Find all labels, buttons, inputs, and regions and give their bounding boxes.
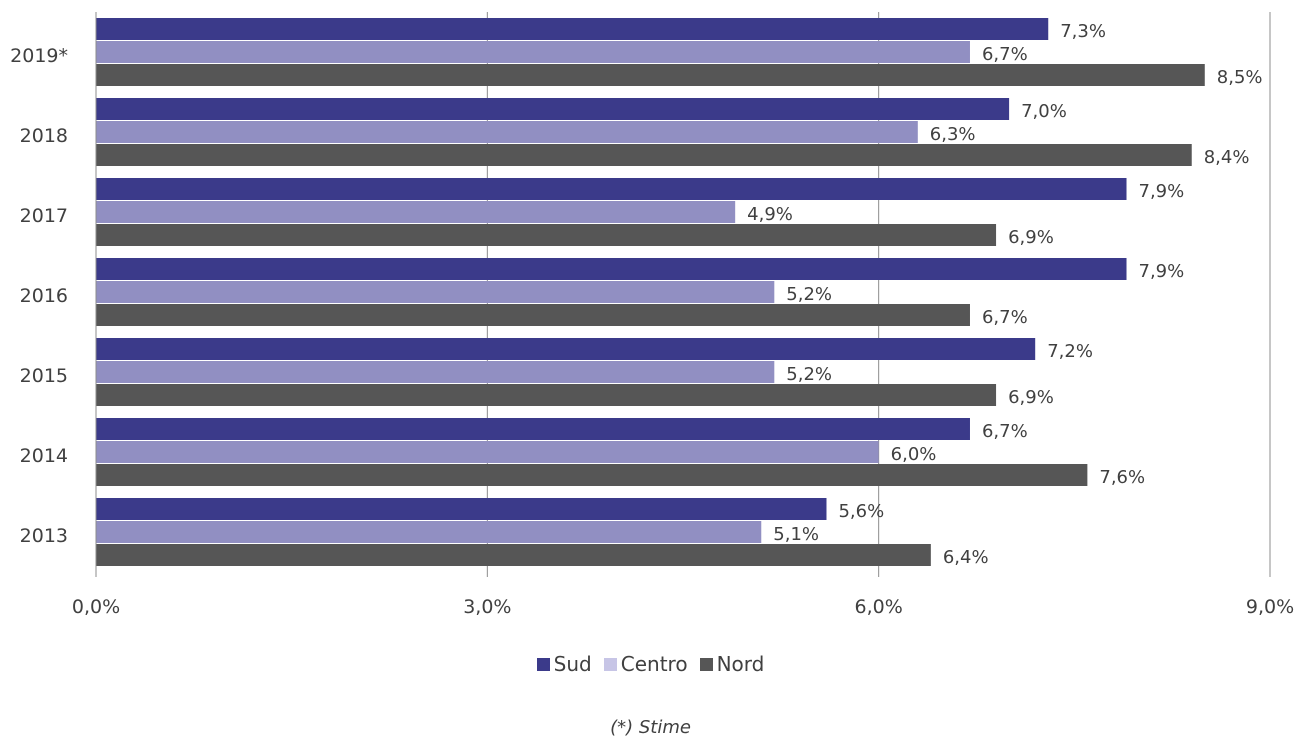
bar-sud	[96, 178, 1127, 200]
bar-centro	[96, 201, 736, 223]
category-label: 2013	[20, 525, 68, 547]
category-label: 2016	[20, 285, 68, 307]
data-label: 8,4%	[1204, 147, 1250, 168]
data-label: 5,2%	[786, 284, 832, 305]
legend-swatch-sud	[536, 657, 550, 671]
data-label: 6,9%	[1008, 227, 1054, 248]
data-label: 7,9%	[1139, 181, 1185, 202]
category-label: 2015	[20, 365, 68, 387]
data-label: 7,3%	[1060, 21, 1106, 42]
bar-nord	[96, 384, 997, 406]
bar-nord	[96, 224, 997, 246]
data-label: 5,1%	[773, 524, 819, 545]
legend-swatch-centro	[603, 657, 617, 671]
bar-centro	[96, 361, 775, 383]
data-label: 4,9%	[747, 204, 793, 225]
bar-sud	[96, 418, 970, 440]
bar-nord	[96, 544, 931, 566]
data-label: 6,7%	[982, 44, 1028, 65]
bar-nord	[96, 464, 1088, 486]
data-label: 5,6%	[838, 501, 884, 522]
bar-sud	[96, 98, 1010, 120]
category-label: 2017	[20, 205, 68, 227]
bar-centro	[96, 281, 775, 303]
bar-sud	[96, 338, 1036, 360]
bar-sud	[96, 498, 827, 520]
data-label: 5,2%	[786, 364, 832, 385]
bar-sud	[96, 258, 1127, 280]
data-label: 6,7%	[982, 421, 1028, 442]
x-tick-label: 6,0%	[855, 596, 903, 618]
data-label: 7,6%	[1099, 467, 1145, 488]
legend-label-nord: Nord	[716, 652, 765, 676]
bar-nord	[96, 304, 970, 326]
x-tick-label: 0,0%	[72, 596, 120, 618]
category-label: 2014	[20, 445, 68, 467]
x-tick-label: 9,0%	[1246, 596, 1294, 618]
bar-centro	[96, 121, 918, 143]
data-label: 7,2%	[1047, 341, 1093, 362]
legend-label-sud: Sud	[553, 652, 592, 676]
bar-sud	[96, 18, 1049, 40]
bar-nord	[96, 144, 1192, 166]
data-label: 7,0%	[1021, 101, 1067, 122]
legend-swatch-nord	[699, 657, 713, 671]
legend-item-nord: Nord	[699, 652, 765, 676]
data-label: 6,7%	[982, 307, 1028, 328]
category-label: 2018	[20, 125, 68, 147]
category-label: 2019*	[10, 45, 68, 67]
data-label: 7,9%	[1139, 261, 1185, 282]
legend-label-centro: Centro	[620, 652, 688, 676]
data-label: 6,0%	[891, 444, 937, 465]
data-label: 6,4%	[943, 547, 989, 568]
legend-item-sud: Sud	[536, 652, 592, 676]
data-label: 6,3%	[930, 124, 976, 145]
data-label: 6,9%	[1008, 387, 1054, 408]
legend-item-centro: Centro	[603, 652, 688, 676]
bar-nord	[96, 64, 1205, 86]
bar-centro	[96, 41, 970, 63]
bar-centro	[96, 521, 762, 543]
legend: Sud Centro Nord	[0, 652, 1301, 676]
data-label: 8,5%	[1217, 67, 1263, 88]
footnote: (*) Stime	[610, 717, 691, 738]
x-tick-label: 3,0%	[463, 596, 511, 618]
bar-centro	[96, 441, 879, 463]
bar-chart: 0,0% 3,0% 6,0% 9,0% 2019* 7,3% 6,7% 8,5% 2018 7,0…	[10, 12, 1294, 618]
